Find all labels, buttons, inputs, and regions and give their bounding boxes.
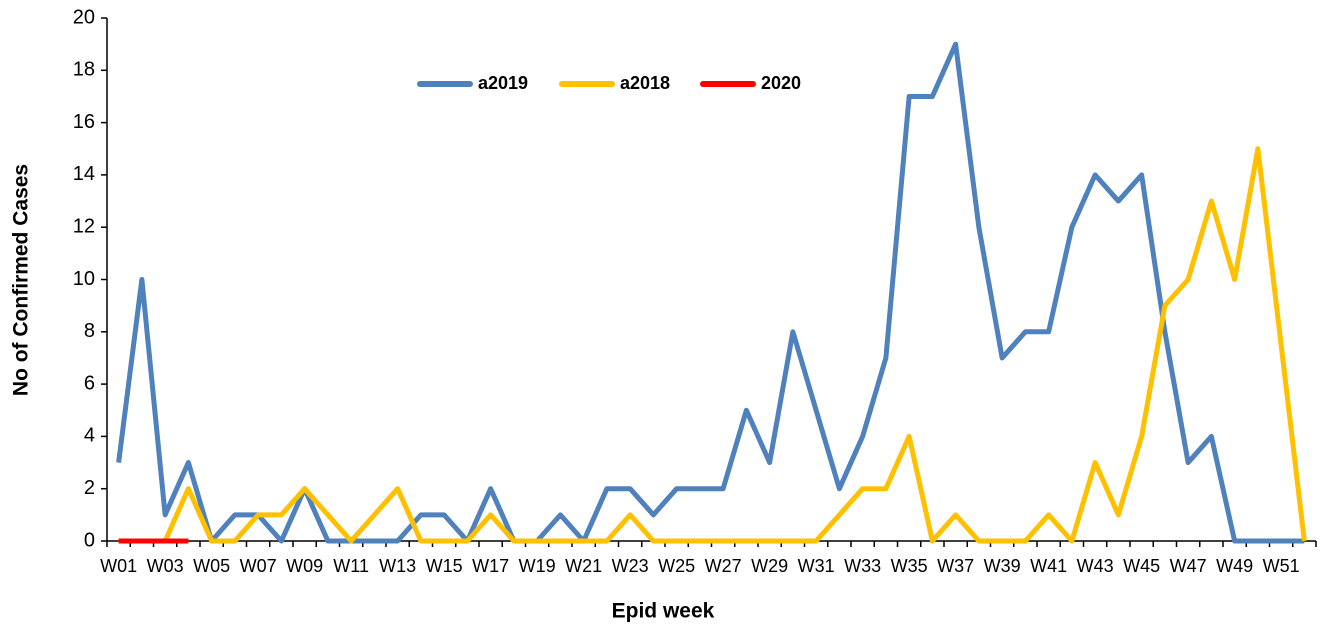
x-tick-label: W49 [1216,556,1253,576]
x-tick-label: W43 [1077,556,1114,576]
series-line [116,41,1305,544]
x-tick-label: W51 [1263,556,1300,576]
x-tick-label: W01 [100,556,137,576]
x-tick-label: W33 [844,556,881,576]
x-tick-label: W37 [937,556,974,576]
x-tick-label: W05 [193,556,230,576]
x-tick-label: W03 [147,556,184,576]
x-tick-label: W31 [798,556,835,576]
x-tick-label: W29 [751,556,788,576]
legend-label: a2018 [620,73,670,93]
y-tick-label: 2 [84,477,95,499]
x-tick-label: W09 [286,556,323,576]
y-tick-label: 14 [73,163,95,185]
y-tick-label: 10 [73,268,95,290]
x-tick-label: W35 [891,556,928,576]
x-tick-label: W41 [1030,556,1067,576]
x-tick-label: W19 [519,556,556,576]
y-tick-label: 18 [73,59,95,81]
x-tick-label: W47 [1170,556,1207,576]
x-tick-label: W39 [984,556,1021,576]
legend-label: 2020 [761,73,801,93]
y-tick-label: 8 [84,320,95,342]
x-tick-label: W21 [565,556,602,576]
x-tick-label: W17 [472,556,509,576]
x-tick-label: W23 [612,556,649,576]
x-tick-label: W45 [1123,556,1160,576]
x-tick-label: W15 [426,556,463,576]
series-line [118,146,1307,544]
y-tick-label: 12 [73,215,95,237]
x-tick-label: W27 [705,556,742,576]
x-tick-label: W07 [240,556,277,576]
y-tick-label: 0 [84,529,95,551]
y-tick-label: 4 [84,425,95,447]
x-tick-label: W11 [333,556,369,576]
x-tick-label: W25 [658,556,695,576]
legend-label: a2019 [478,73,528,93]
y-tick-label: 6 [84,372,95,394]
x-tick-label: W13 [379,556,416,576]
y-tick-label: 20 [73,6,95,28]
y-axis-title: No of Confirmed Cases [10,164,33,396]
x-axis-title: Epid week [612,600,715,623]
y-tick-label: 16 [73,111,95,133]
